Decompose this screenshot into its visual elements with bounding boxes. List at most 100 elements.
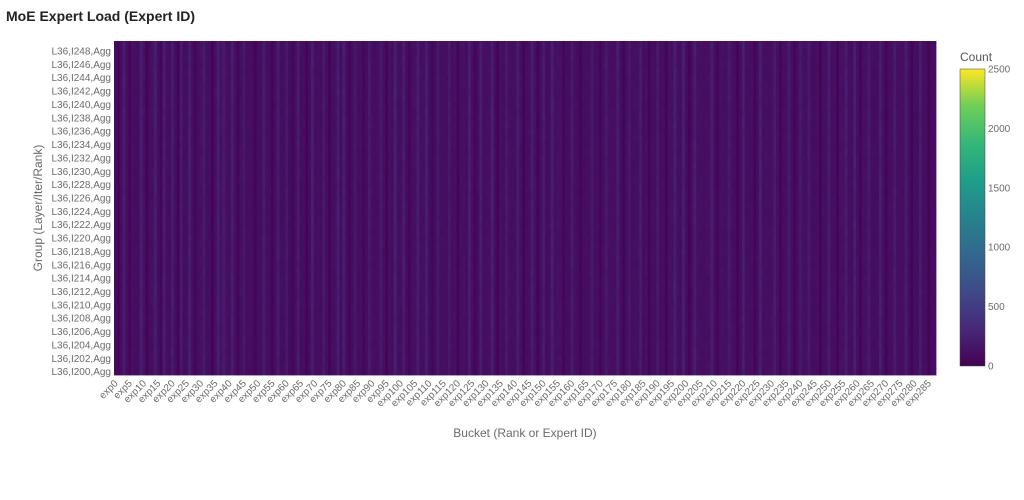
- heatmap-cell: [151, 208, 155, 216]
- heatmap-cell: [305, 161, 309, 169]
- heatmap-cell: [222, 341, 226, 349]
- heatmap-cell: [376, 334, 380, 342]
- heatmap-cell: [136, 174, 141, 182]
- heatmap-cell: [333, 87, 338, 95]
- heatmap-cell: [119, 334, 123, 342]
- heatmap-cell: [228, 47, 232, 55]
- heatmap-cell: [336, 194, 340, 202]
- heatmap-cell: [265, 107, 269, 115]
- heatmap-cell: [333, 161, 338, 169]
- heatmap-cell: [245, 174, 249, 182]
- heatmap-cell: [322, 121, 326, 129]
- heatmap-cell: [182, 334, 186, 342]
- heatmap-cell: [348, 161, 352, 169]
- heatmap-cell: [390, 254, 395, 262]
- heatmap-cell: [379, 41, 383, 49]
- heatmap-cell: [388, 74, 392, 82]
- heatmap-cell: [288, 241, 292, 249]
- heatmap-cell: [133, 354, 138, 363]
- heatmap-cell: [182, 187, 186, 196]
- heatmap-cell: [231, 127, 235, 135]
- heatmap-cell: [285, 308, 289, 316]
- heatmap-cell: [376, 228, 380, 236]
- heatmap-cell: [239, 81, 243, 89]
- heatmap-cell: [319, 54, 323, 62]
- heatmap-cell: [119, 254, 123, 262]
- heatmap-cell: [279, 147, 283, 155]
- heatmap-cell: [302, 241, 306, 249]
- heatmap-cell: [379, 161, 383, 169]
- heatmap-cell: [233, 167, 238, 175]
- heatmap-cell: [385, 334, 389, 342]
- heatmap-cell: [213, 301, 218, 309]
- heatmap-cell: [290, 54, 295, 62]
- heatmap-cell: [305, 254, 309, 262]
- heatmap-cell: [219, 141, 223, 149]
- heatmap-cell: [290, 87, 295, 95]
- heatmap-cell: [256, 208, 260, 216]
- heatmap-cell: [293, 368, 298, 376]
- heatmap-cell: [251, 234, 255, 242]
- heatmap-cell: [302, 248, 306, 256]
- heatmap-cell: [171, 361, 175, 369]
- heatmap-cell: [319, 94, 323, 102]
- heatmap-cell: [148, 107, 152, 115]
- heatmap-cell: [128, 348, 132, 356]
- heatmap-cell: [259, 281, 263, 289]
- heatmap-cell: [299, 308, 303, 316]
- heatmap-cell: [211, 114, 215, 122]
- heatmap-cell: [231, 47, 235, 55]
- heatmap-cell: [265, 261, 269, 269]
- heatmap-cell: [185, 274, 189, 282]
- heatmap-cell: [268, 174, 272, 182]
- heatmap-cell: [122, 214, 126, 222]
- heatmap-cell: [265, 321, 269, 329]
- heatmap-cell: [168, 288, 172, 296]
- heatmap-cell: [136, 361, 141, 369]
- heatmap-cell: [288, 41, 292, 49]
- heatmap-cell: [279, 127, 283, 135]
- heatmap-cell: [379, 321, 383, 329]
- heatmap-cell: [350, 67, 355, 75]
- heatmap-cell: [122, 114, 126, 122]
- heatmap-cell: [208, 308, 212, 316]
- heatmap-cell: [208, 354, 212, 363]
- heatmap-cell: [353, 194, 357, 202]
- heatmap-cell: [362, 341, 366, 349]
- heatmap-cell: [179, 134, 183, 142]
- heatmap-cell: [385, 61, 389, 69]
- heatmap-cell: [153, 167, 158, 175]
- heatmap-cell: [282, 301, 286, 309]
- heatmap-cell: [308, 368, 312, 376]
- heatmap-cell: [173, 281, 178, 289]
- heatmap-cell: [268, 314, 272, 322]
- heatmap-cell: [270, 47, 275, 55]
- heatmap-cell: [171, 147, 175, 155]
- heatmap-cell: [116, 254, 121, 262]
- heatmap-cell: [205, 248, 209, 256]
- heatmap-cell: [356, 361, 360, 369]
- heatmap-cell: [262, 174, 266, 182]
- heatmap-cell: [390, 41, 395, 49]
- heatmap-cell: [176, 308, 181, 316]
- heatmap-cell: [231, 187, 235, 196]
- heatmap-cell: [213, 174, 218, 182]
- heatmap-cell: [316, 228, 320, 236]
- heatmap-cell: [396, 67, 400, 75]
- heatmap-cell: [165, 361, 169, 369]
- heatmap-cell: [359, 114, 363, 122]
- heatmap-cell: [188, 241, 192, 249]
- heatmap-cell: [133, 341, 138, 349]
- heatmap-cell: [350, 147, 355, 155]
- heatmap-cell: [148, 341, 152, 349]
- heatmap-cell: [239, 228, 243, 236]
- heatmap-cell: [370, 348, 375, 356]
- heatmap-cell: [265, 194, 269, 202]
- heatmap-cell: [325, 67, 329, 75]
- heatmap-cell: [125, 181, 129, 189]
- heatmap-cell: [256, 214, 260, 222]
- heatmap-cell: [262, 41, 266, 49]
- heatmap-cell: [185, 254, 189, 262]
- heatmap-cell: [328, 141, 332, 149]
